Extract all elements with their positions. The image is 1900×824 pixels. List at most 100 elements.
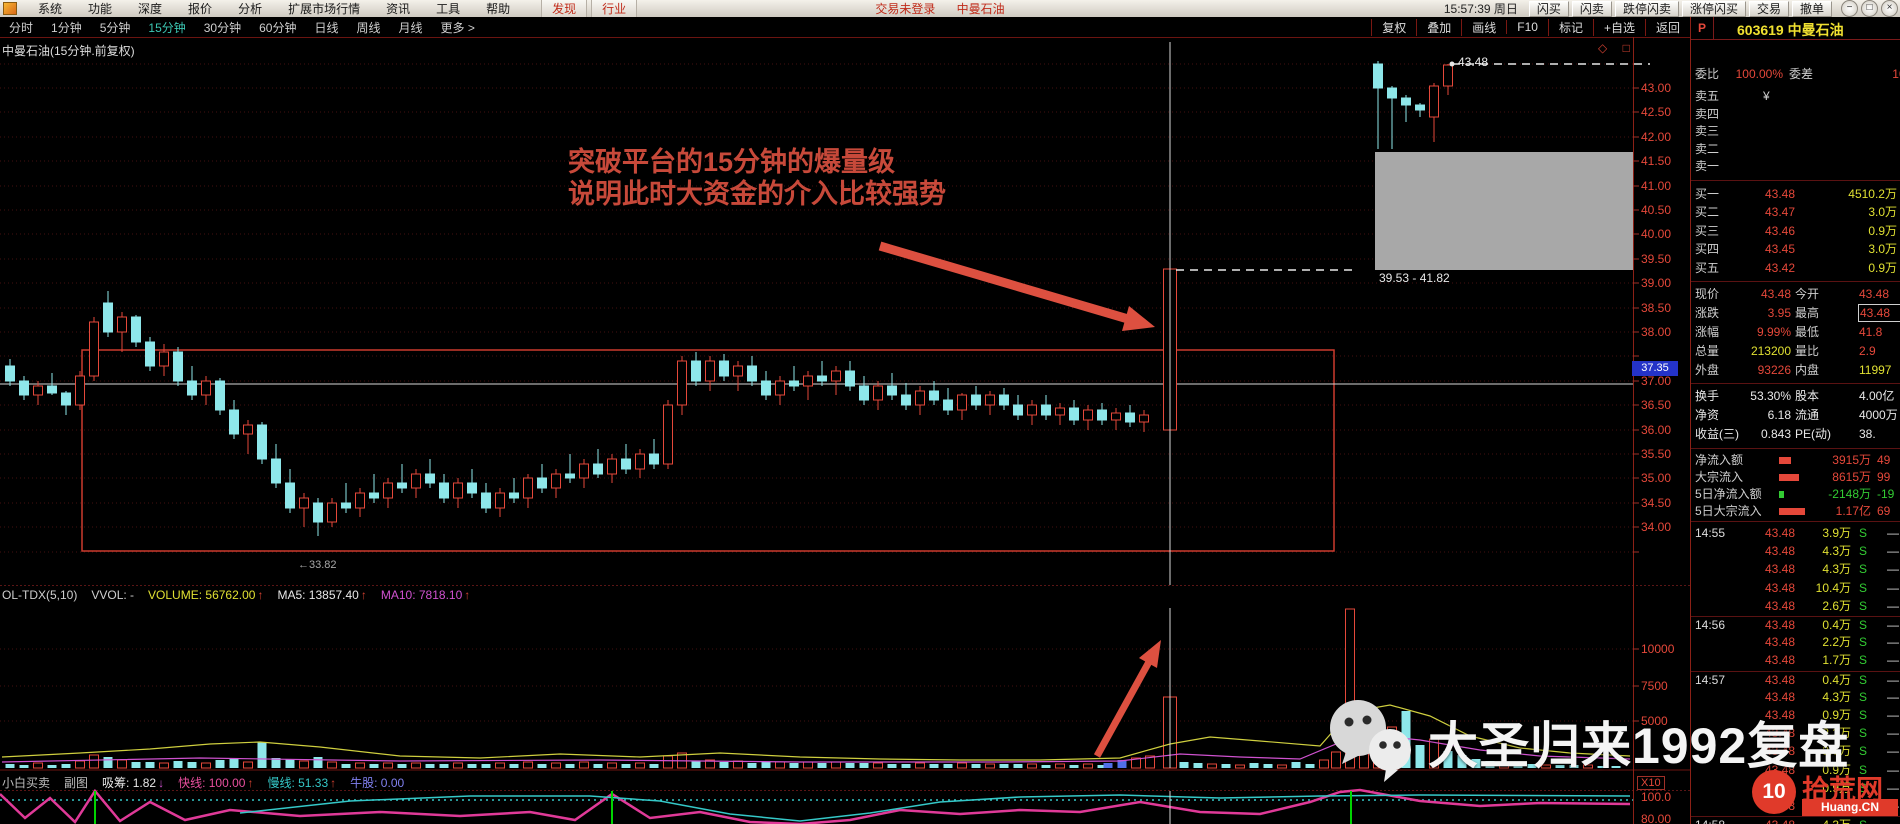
candle-body: [607, 458, 617, 475]
timeframe-tab-分时[interactable]: 分时: [9, 20, 34, 35]
candle-body: [1401, 97, 1411, 106]
candle-body: [915, 390, 925, 406]
restore-icon[interactable]: □: [1861, 0, 1878, 17]
volume-ma10-line: [1, 733, 1631, 763]
minimize-icon[interactable]: −: [1841, 0, 1858, 17]
volume-bar: [1041, 765, 1051, 768]
volume-bar: [929, 764, 939, 768]
menu-item-资讯[interactable]: 资讯: [386, 2, 411, 16]
secondary-axis-label: 10000: [1641, 642, 1675, 656]
menu-item-功能[interactable]: 功能: [88, 2, 113, 16]
tick-dash: —: [1887, 817, 1899, 824]
watermark-text: 大圣归来1992复盘: [1428, 718, 1850, 774]
candle-body: [649, 453, 659, 465]
tick-quantity: 4.3万: [1799, 817, 1851, 824]
menu-item-帮助[interactable]: 帮助: [486, 2, 511, 16]
trade-button-闪卖[interactable]: 闪卖: [1571, 0, 1612, 17]
tick-dash: —: [1887, 708, 1899, 722]
candle-body: [719, 360, 729, 377]
divider: [1713, 17, 1714, 39]
volume-bar: [1027, 763, 1037, 769]
tick-price: 43.48: [1764, 689, 1795, 704]
sell-label: 卖四: [1695, 106, 1720, 121]
secondary-axis-label: 80.00: [1641, 812, 1672, 824]
info-value2: 4.00亿: [1859, 389, 1895, 403]
chart-tool-叠加[interactable]: 叠加: [1416, 18, 1461, 36]
menu-item-工具[interactable]: 工具: [436, 2, 461, 16]
price-axis-label: 40.00: [1641, 227, 1672, 241]
volume-bar: [649, 764, 659, 768]
timeframe-tab-月线[interactable]: 月线: [398, 20, 423, 35]
trade-button-交易[interactable]: 交易: [1748, 0, 1789, 17]
timeframe-toolbar: 分时 1分钟 5分钟 15分钟 30分钟 60分钟 日线 周线 月线 更多 > 复权 叠加 画线 F10…: [0, 17, 1690, 38]
candle-body: [117, 316, 127, 333]
menu-item-系统[interactable]: 系统: [38, 2, 63, 16]
info-label: 涨幅: [1695, 325, 1720, 339]
trade-button-闪买[interactable]: 闪买: [1528, 0, 1569, 17]
volume-bar: [355, 762, 365, 769]
volume-bar: [145, 762, 155, 768]
candle-body: [1013, 404, 1023, 416]
volume-bar: [1471, 759, 1481, 768]
draw-tool-icons[interactable]: ◇ □: [1598, 41, 1636, 55]
divider: [1691, 521, 1900, 522]
menu-item-报价[interactable]: 报价: [188, 2, 213, 16]
chart-tool-画线[interactable]: 画线: [1461, 18, 1506, 36]
flow-label: 5日大宗流入: [1695, 504, 1762, 518]
tick-time: 14:56: [1695, 618, 1726, 632]
title-bar: 系统 功能 深度 报价 分析 扩展市场行情 资讯 工具 帮助 发现 行业 交易未登录 中曼石油 1…: [0, 0, 1900, 19]
chart-tool-F10[interactable]: F10: [1506, 20, 1548, 34]
timeframe-tab-15分钟[interactable]: 15分钟: [148, 20, 186, 35]
main-chart-canvas[interactable]: [0, 37, 1690, 824]
window-button-group: − □ ×: [1838, 0, 1898, 17]
trade-button-跌停闪卖[interactable]: 跌停闪卖: [1614, 0, 1679, 17]
chart-tool-标记[interactable]: 标记: [1547, 18, 1593, 36]
annotation-arrow-shaft: [1093, 658, 1154, 758]
menu-item-深度[interactable]: 深度: [138, 2, 163, 16]
timeframe-tab-更多 >[interactable]: 更多 >: [440, 20, 475, 35]
candle-body: [75, 375, 85, 406]
candle-body: [47, 385, 57, 394]
tick-time: 14:58: [1695, 817, 1725, 824]
timeframe-tab-30分钟[interactable]: 30分钟: [203, 20, 242, 35]
info-value: 43.48: [1760, 287, 1791, 301]
tick-price: 43.48: [1764, 562, 1795, 577]
price-axis-label: 42.50: [1641, 105, 1672, 119]
site-logo-number: 10: [1752, 770, 1796, 814]
volume-bar: [1263, 764, 1273, 768]
candle-body: [509, 492, 519, 499]
volume-bar: [915, 762, 925, 769]
volume-bar: [1319, 759, 1329, 769]
timeframe-tab-周线[interactable]: 周线: [356, 20, 381, 35]
buy-price: 43.42: [1764, 260, 1795, 275]
tick-quantity: 10.4万: [1815, 580, 1851, 595]
timeframe-tab-5分钟[interactable]: 5分钟: [99, 20, 131, 35]
volume-bar: [859, 763, 869, 768]
chart-tool-+自选[interactable]: +自选: [1592, 18, 1645, 36]
timeframe-tab-日线[interactable]: 日线: [314, 20, 339, 35]
close-icon[interactable]: ×: [1881, 0, 1898, 17]
quote-p-flag[interactable]: P: [1698, 21, 1707, 35]
menu-item-分析[interactable]: 分析: [238, 2, 263, 16]
chart-tool-返回[interactable]: 返回: [1644, 18, 1690, 36]
tick-price: 43.48: [1764, 635, 1795, 650]
candle-body: [103, 302, 113, 333]
tick-price: 43.48: [1764, 653, 1795, 668]
candle-body: [229, 409, 239, 435]
volume-bar: [1055, 763, 1065, 769]
tick-flag: S: [1859, 817, 1867, 824]
chart-tool-复权[interactable]: 复权: [1371, 18, 1416, 36]
timeframe-tab-60分钟[interactable]: 60分钟: [259, 20, 297, 35]
trade-button-涨停闪买[interactable]: 涨停闪买: [1681, 0, 1746, 17]
site-logo-domain: Huang.CN: [1802, 799, 1898, 816]
tick-flag: S: [1859, 562, 1868, 577]
candle-body: [243, 424, 253, 435]
tick-dash: —: [1887, 762, 1899, 777]
menu-item-扩展市场行情[interactable]: 扩展市场行情: [288, 2, 361, 16]
volume-bar: [803, 761, 813, 769]
trade-button-撤单[interactable]: 撤单: [1791, 0, 1832, 17]
timeframe-tab-1分钟[interactable]: 1分钟: [51, 20, 82, 35]
price-axis-label: 43.00: [1641, 81, 1672, 95]
buy-label: 买五: [1695, 260, 1720, 275]
